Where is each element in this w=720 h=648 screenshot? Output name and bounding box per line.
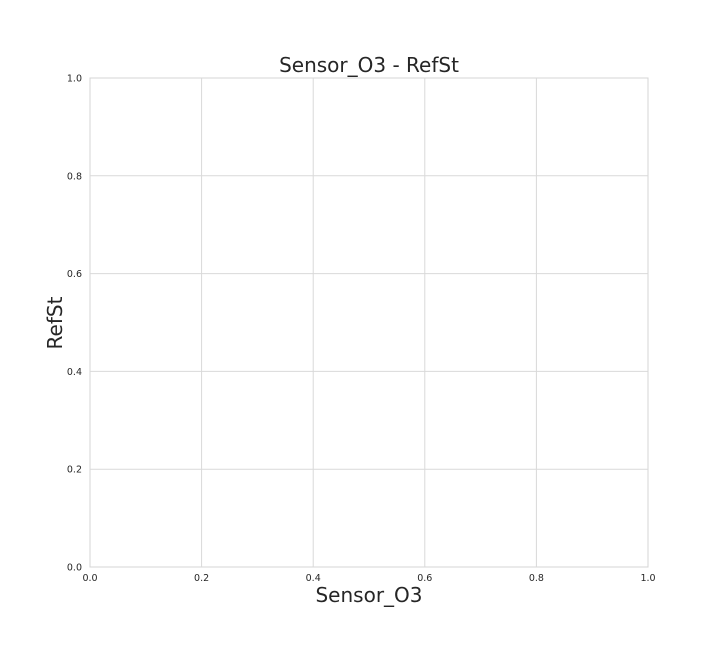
plot-area (89, 77, 649, 568)
x-axis-ticks: 0.0 0.2 0.4 0.6 0.8 1.0 (82, 573, 655, 584)
x-tick-label: 0.6 (417, 573, 432, 584)
x-tick-label: 1.0 (640, 573, 655, 584)
x-axis-label: Sensor_O3 (315, 583, 422, 607)
y-tick-label: 0.6 (67, 269, 82, 280)
y-tick-label: 0.0 (67, 563, 82, 574)
x-tick-label: 0.2 (194, 573, 209, 584)
y-tick-label: 0.2 (67, 465, 82, 476)
x-tick-label: 0.0 (82, 573, 97, 584)
gridlines (90, 78, 648, 567)
x-tick-label: 0.4 (306, 573, 321, 584)
y-axis-label: RefSt (43, 296, 67, 349)
y-tick-label: 0.8 (67, 171, 82, 182)
x-tick-label: 0.8 (529, 573, 544, 584)
y-tick-label: 0.4 (67, 367, 82, 378)
y-tick-label: 1.0 (67, 74, 82, 85)
chart-title: Sensor_O3 - RefSt (279, 53, 459, 77)
y-axis-ticks: 0.0 0.2 0.4 0.6 0.8 1.0 (67, 74, 82, 574)
